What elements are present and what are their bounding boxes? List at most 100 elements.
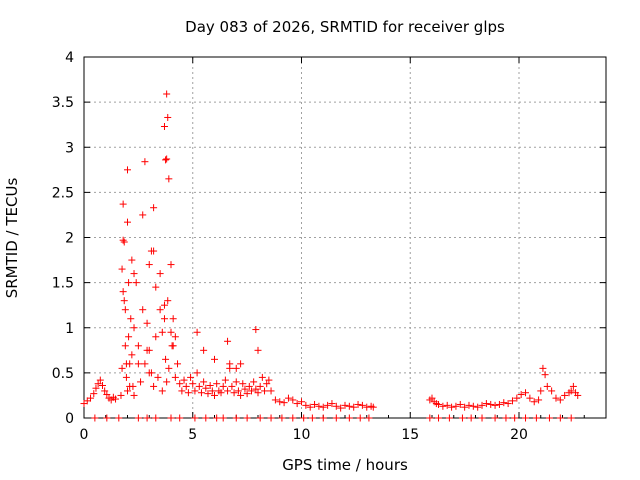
- data-point: [474, 403, 482, 411]
- data-point: [332, 414, 340, 422]
- data-point: [202, 414, 210, 422]
- data-point: [256, 382, 264, 390]
- data-point: [230, 389, 238, 397]
- data-point: [363, 403, 371, 411]
- data-point: [184, 389, 192, 397]
- y-tick-label: 1: [65, 321, 74, 337]
- x-tick-label: 5: [188, 427, 197, 443]
- data-point: [247, 387, 255, 395]
- grid: [84, 57, 606, 418]
- data-point: [337, 404, 345, 412]
- data-point: [306, 403, 314, 411]
- data-point: [435, 400, 443, 408]
- data-point: [439, 402, 447, 410]
- data-point: [267, 387, 275, 395]
- data-point: [511, 414, 519, 422]
- data-point: [219, 414, 227, 422]
- data-point: [118, 265, 126, 273]
- data-point: [193, 328, 201, 336]
- data-point: [452, 402, 460, 410]
- data-point: [574, 391, 582, 399]
- data-point: [541, 371, 549, 379]
- data-point: [319, 414, 327, 422]
- data-point: [160, 122, 168, 130]
- y-tick-label: 2: [65, 231, 74, 247]
- data-point: [232, 414, 240, 422]
- data-point: [461, 403, 469, 411]
- data-point: [345, 414, 353, 422]
- data-point: [174, 360, 182, 368]
- data-point: [217, 389, 225, 397]
- data-point: [180, 376, 188, 384]
- data-point: [130, 270, 138, 278]
- data-point: [160, 301, 168, 309]
- data-point: [94, 380, 102, 388]
- data-point: [211, 391, 218, 399]
- data-point: [150, 247, 158, 255]
- x-tick-label: 10: [293, 427, 311, 443]
- data-point: [569, 382, 577, 390]
- data-point: [158, 387, 166, 395]
- data-points: [80, 90, 582, 422]
- data-point: [139, 211, 147, 219]
- data-point: [345, 402, 353, 410]
- data-point: [267, 414, 275, 422]
- data-point: [478, 414, 486, 422]
- data-point: [369, 403, 377, 411]
- data-point: [120, 238, 128, 246]
- data-point: [300, 414, 308, 422]
- data-point: [289, 414, 297, 422]
- data-point: [121, 306, 129, 314]
- y-tick-label: 1.5: [52, 276, 74, 292]
- data-point: [219, 382, 227, 390]
- data-point: [178, 387, 186, 395]
- data-point: [428, 394, 436, 402]
- data-point: [117, 391, 125, 399]
- data-point: [487, 400, 495, 408]
- data-point: [141, 360, 149, 368]
- data-point: [350, 403, 358, 411]
- y-tick-label: 4: [65, 50, 74, 66]
- data-point: [252, 326, 260, 334]
- data-point: [125, 279, 133, 287]
- x-tick-label: 15: [401, 427, 419, 443]
- data-point: [228, 382, 236, 390]
- data-point: [302, 401, 310, 409]
- data-point: [211, 355, 218, 363]
- data-point: [365, 414, 373, 422]
- data-point: [182, 382, 190, 390]
- data-point: [491, 414, 499, 422]
- data-point: [435, 414, 443, 422]
- data-point: [187, 373, 195, 381]
- data-point: [224, 337, 232, 345]
- data-point: [224, 387, 232, 395]
- data-point: [90, 390, 98, 398]
- data-point: [128, 256, 136, 264]
- data-point: [319, 403, 327, 411]
- data-point: [147, 369, 155, 377]
- data-point: [341, 401, 349, 409]
- data-point: [132, 279, 140, 287]
- y-tick-label: 2.5: [52, 185, 74, 201]
- data-point: [237, 391, 245, 399]
- data-point: [278, 414, 286, 422]
- data-point: [289, 396, 297, 404]
- data-point: [121, 342, 129, 350]
- data-point: [164, 113, 172, 121]
- data-point: [545, 414, 553, 422]
- data-point: [522, 414, 530, 422]
- data-point: [163, 90, 171, 98]
- data-point: [315, 402, 323, 410]
- data-point: [152, 283, 160, 291]
- data-point: [467, 414, 475, 422]
- data-point: [254, 346, 262, 354]
- data-point: [162, 355, 170, 363]
- data-point: [204, 390, 212, 398]
- data-point: [469, 402, 477, 410]
- data-point: [537, 387, 545, 395]
- data-point: [504, 400, 512, 408]
- data-point: [152, 414, 160, 422]
- data-point: [328, 400, 336, 408]
- data-point: [119, 288, 127, 296]
- data-point: [324, 401, 332, 409]
